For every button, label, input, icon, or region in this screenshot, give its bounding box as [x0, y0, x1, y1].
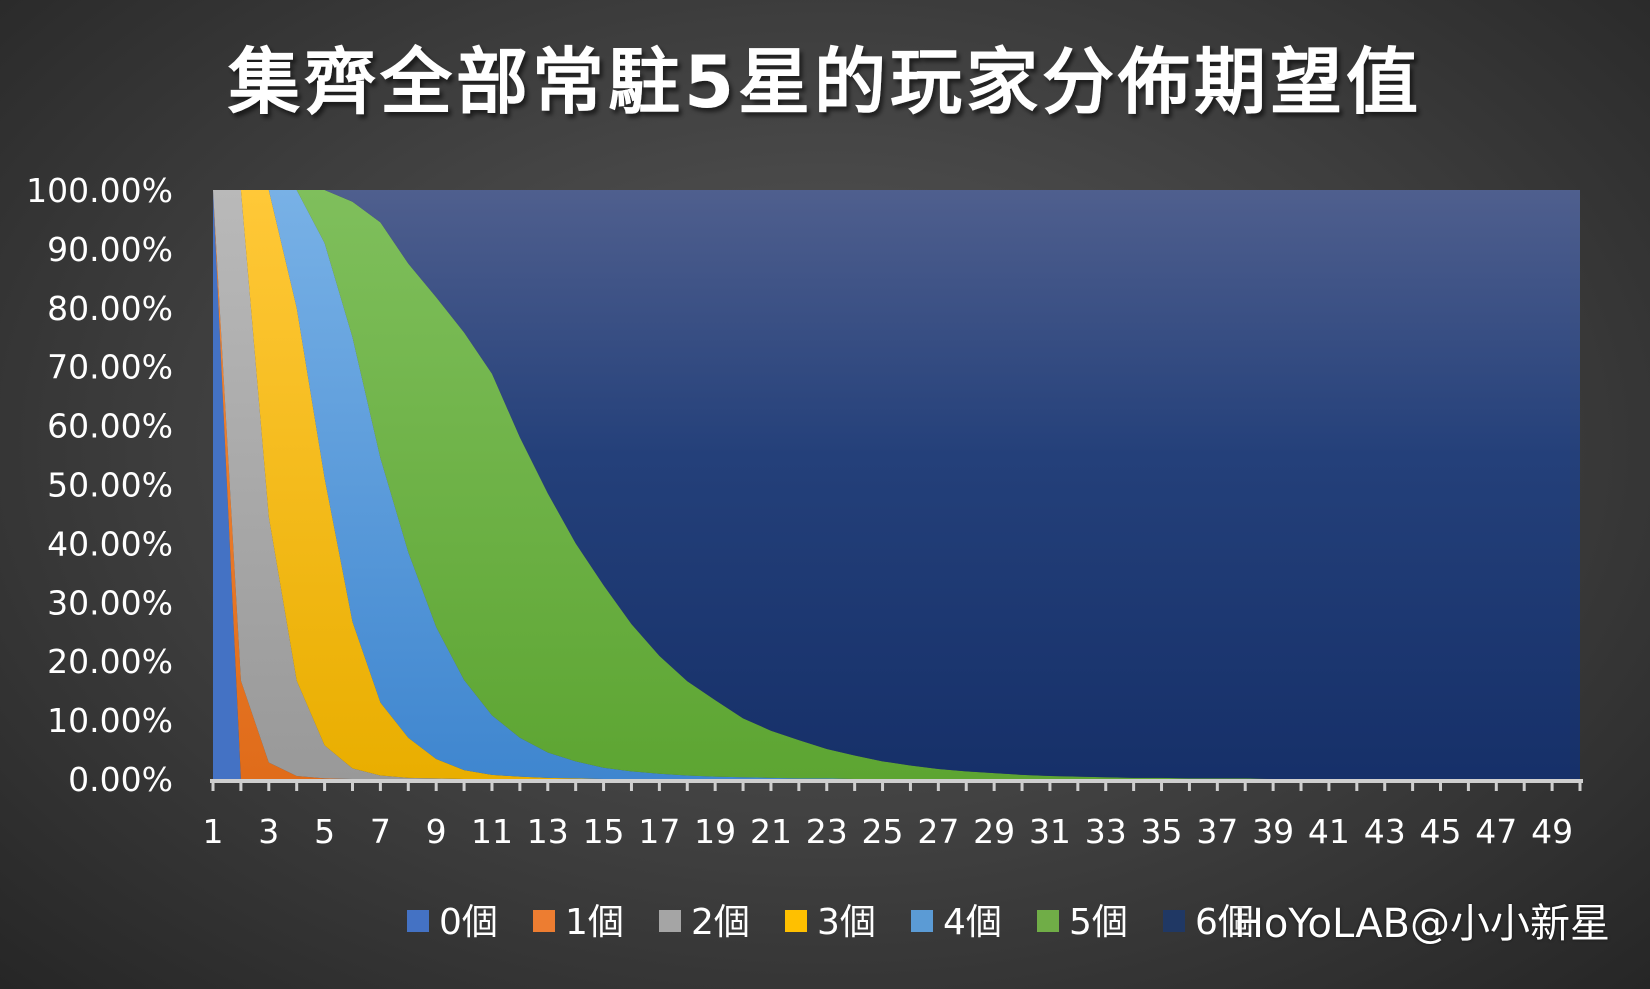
x-tick-label: 33 — [1085, 812, 1127, 851]
x-tick-label: 37 — [1196, 812, 1238, 851]
legend-item: 3個 — [785, 902, 876, 943]
area-series-5 — [213, 190, 1580, 779]
legend-label: 6個 — [1195, 902, 1254, 943]
y-tick-label: 50.00% — [47, 466, 173, 505]
legend-label: 3個 — [817, 902, 876, 943]
legend-swatch — [785, 910, 807, 932]
x-tick-label: 25 — [862, 812, 904, 851]
chart-title: 集齊全部常駐5星的玩家分佈期望值 — [227, 40, 1422, 124]
y-tick-label: 70.00% — [47, 348, 173, 387]
y-tick-label: 60.00% — [47, 407, 173, 446]
x-tick-label: 21 — [750, 812, 792, 851]
legend-item: 4個 — [911, 902, 1002, 943]
legend-swatch — [1163, 910, 1185, 932]
legend-item: 5個 — [1037, 902, 1128, 943]
legend: 0個 1個 2個 3個 4個 5個 6個 — [407, 902, 1254, 943]
x-tick-label: 11 — [471, 812, 513, 851]
y-tick-label: 0.00% — [68, 760, 173, 799]
x-tick-label: 49 — [1531, 812, 1573, 851]
x-tick-label: 5 — [314, 812, 335, 851]
legend-swatch — [533, 910, 555, 932]
y-tick-label: 10.00% — [47, 701, 173, 740]
x-axis-tick-labels: 1 3 5 7 9 11 13 15 17 19 21 23 25 27 29 31 33 35 37 39 41 43 4… — [203, 812, 1574, 851]
legend-label: 0個 — [439, 902, 498, 943]
y-tick-label: 90.00% — [47, 230, 173, 269]
legend-swatch — [407, 910, 429, 932]
y-tick-label: 20.00% — [47, 642, 173, 681]
legend-label: 5個 — [1069, 902, 1128, 943]
legend-label: 2個 — [691, 902, 750, 943]
watermark: HoYoLAB@小小新星 — [1233, 901, 1610, 947]
y-axis-tick-labels: 100.00% 90.00% 80.00% 70.00% 60.00% 50.00% 40.… — [26, 171, 173, 799]
plot-areas — [213, 190, 1580, 779]
legend-item: 0個 — [407, 902, 498, 943]
legend-label: 1個 — [565, 902, 624, 943]
area-series-6 — [213, 190, 1580, 779]
x-tick-label: 1 — [203, 812, 224, 851]
x-tick-label: 23 — [806, 812, 848, 851]
x-tick-label: 35 — [1141, 812, 1183, 851]
legend-item: 6個 — [1163, 902, 1254, 943]
y-tick-label: 40.00% — [47, 524, 173, 563]
x-tick-label: 7 — [370, 812, 391, 851]
legend-item: 1個 — [533, 902, 624, 943]
legend-label: 4個 — [943, 902, 1002, 943]
x-tick-label: 9 — [426, 812, 447, 851]
x-tick-label: 13 — [527, 812, 569, 851]
x-tick-label: 19 — [694, 812, 736, 851]
x-tick-label: 41 — [1308, 812, 1350, 851]
x-tick-label: 17 — [638, 812, 680, 851]
x-tick-label: 45 — [1420, 812, 1462, 851]
x-tick-label: 47 — [1475, 812, 1517, 851]
area-series-3 — [213, 190, 1580, 779]
y-tick-label: 30.00% — [47, 583, 173, 622]
x-tick-label: 15 — [583, 812, 625, 851]
x-tick-label: 43 — [1364, 812, 1406, 851]
x-tick-label: 31 — [1029, 812, 1071, 851]
legend-swatch — [1037, 910, 1059, 932]
y-tick-label: 100.00% — [26, 171, 173, 210]
legend-swatch — [911, 910, 933, 932]
x-tick-label: 27 — [917, 812, 959, 851]
legend-swatch — [659, 910, 681, 932]
x-axis — [210, 779, 1583, 791]
y-tick-label: 80.00% — [47, 289, 173, 328]
x-tick-label: 39 — [1252, 812, 1294, 851]
x-tick-label: 3 — [258, 812, 279, 851]
legend-item: 2個 — [659, 902, 750, 943]
x-tick-label: 29 — [973, 812, 1015, 851]
